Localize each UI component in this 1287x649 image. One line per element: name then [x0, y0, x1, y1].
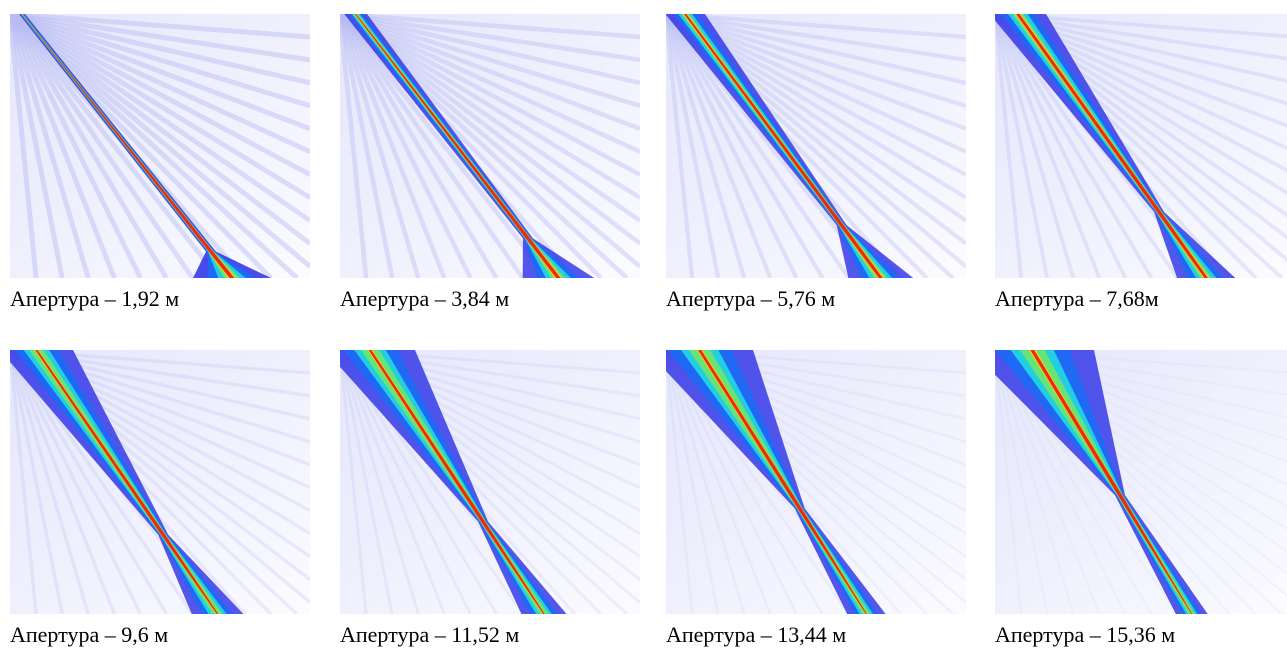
panel-caption: Апертура – 13,44 м — [666, 622, 846, 647]
panel — [646, 350, 966, 614]
panel — [665, 14, 966, 278]
panel-caption: Апертура – 11,52 м — [340, 622, 519, 647]
page: Апертура – 1,92 м Апертура – 3,84 м Аперту… — [0, 0, 1287, 649]
panel — [990, 14, 1287, 278]
panel — [0, 350, 310, 614]
panel-caption: Апертура – 9,6 м — [10, 622, 168, 647]
panel-caption: Апертура – 7,68м — [995, 286, 1159, 311]
panel — [325, 350, 640, 614]
panel — [970, 350, 1287, 614]
panel-caption: Апертура – 1,92 м — [10, 286, 179, 311]
panel-caption: Апертура – 3,84 м — [340, 286, 509, 311]
panel-caption: Апертура – 5,76 м — [666, 286, 835, 311]
panel-caption: Апертура – 15,36 м — [995, 622, 1175, 647]
panel — [10, 14, 310, 278]
figure: Апертура – 1,92 м Апертура – 3,84 м Аперту… — [0, 0, 1287, 649]
panel — [340, 14, 640, 278]
